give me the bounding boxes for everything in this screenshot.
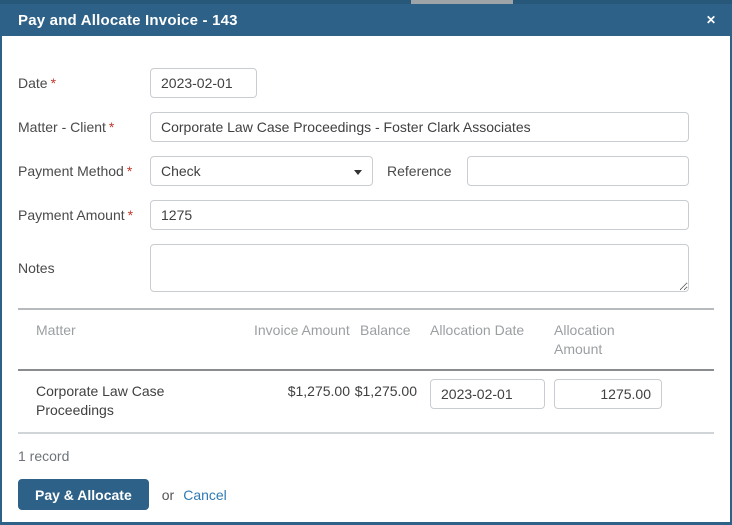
required-asterisk: *	[108, 119, 115, 135]
chevron-down-icon	[354, 170, 362, 175]
payment-method-value: Check	[161, 163, 201, 179]
notes-row: Notes	[18, 244, 689, 292]
date-row: Date *	[18, 68, 689, 98]
required-asterisk: *	[127, 207, 134, 223]
required-asterisk: *	[126, 163, 133, 179]
date-input[interactable]	[150, 68, 257, 98]
close-icon[interactable]: ✕	[705, 13, 716, 27]
column-header-allocation-date: Allocation Date	[430, 322, 525, 338]
date-label: Date *	[18, 75, 57, 91]
notes-label: Notes	[18, 260, 55, 276]
allocation-date-input[interactable]	[430, 379, 545, 409]
payment-amount-input[interactable]	[150, 200, 689, 230]
payment-amount-row: Payment Amount *	[18, 200, 689, 230]
matter-client-row: Matter - Client *	[18, 112, 689, 142]
column-header-allocation-amount: Allocation Amount	[554, 322, 615, 357]
payment-form: Date* Matter - Client* Payment Method*	[18, 68, 689, 292]
table-row: Corporate Law Case Proceedings $1,275.00…	[18, 371, 714, 434]
pay-allocate-button[interactable]: Pay & Allocate	[18, 479, 149, 510]
background-page-edge	[0, 0, 732, 4]
allocation-table-header: Matter Invoice Amount Balance Allocation…	[18, 310, 714, 371]
column-header-matter: Matter	[36, 322, 76, 338]
cancel-link[interactable]: Cancel	[183, 486, 227, 503]
dialog-title: Pay and Allocate Invoice - 143	[18, 11, 238, 29]
pay-allocate-dialog: Pay and Allocate Invoice - 143 ✕ Date* M…	[0, 4, 732, 525]
payment-method-row: Payment Method * Check Reference	[18, 156, 689, 186]
dialog-footer: Pay & Allocate or Cancel	[18, 479, 714, 510]
dialog-body: Date* Matter - Client* Payment Method*	[2, 36, 730, 510]
record-count: 1 record	[18, 448, 70, 464]
allocation-table: Matter Invoice Amount Balance Allocation…	[18, 308, 714, 434]
cell-invoice-amount: $1,275.00	[287, 383, 350, 399]
column-header-balance: Balance	[360, 322, 411, 338]
allocation-amount-input[interactable]	[554, 379, 662, 409]
background-scrollbar	[411, 0, 513, 4]
payment-method-label: Payment Method *	[18, 163, 133, 179]
column-header-invoice-amount: Invoice Amount	[254, 322, 350, 338]
payment-method-select[interactable]: Check	[150, 156, 373, 186]
dialog-header: Pay and Allocate Invoice - 143 ✕	[2, 4, 730, 36]
notes-textarea[interactable]	[150, 244, 689, 292]
payment-amount-label: Payment Amount *	[18, 207, 134, 223]
cell-matter: Corporate Law Case Proceedings	[36, 383, 165, 418]
matter-client-input[interactable]	[150, 112, 689, 142]
matter-client-label: Matter - Client *	[18, 119, 115, 135]
reference-input[interactable]	[467, 156, 689, 186]
reference-label: Reference	[387, 163, 452, 179]
or-text: or	[161, 486, 175, 503]
required-asterisk: *	[50, 75, 57, 91]
cell-balance: $1,275.00	[354, 383, 417, 399]
